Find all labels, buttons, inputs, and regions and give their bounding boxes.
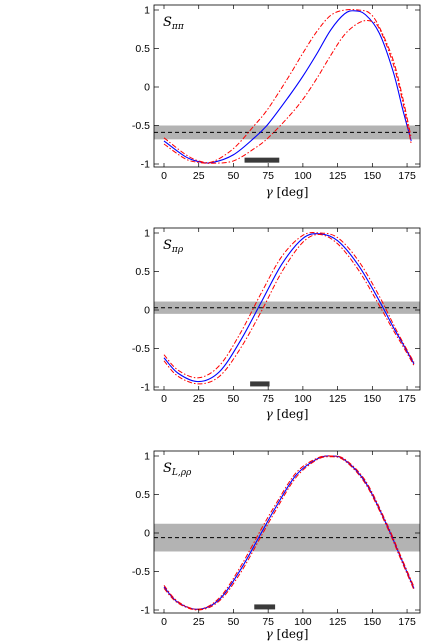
x-tick-label: 25 [193,616,205,628]
curve-lower [163,19,412,164]
y-tick-label: 0 [144,528,150,540]
x-tick-label: 50 [228,393,240,405]
x-axis-unit: [deg] [273,185,309,199]
curve-upper [163,8,412,164]
x-axis-variable: γ [266,627,274,641]
y-tick-label: 0 [144,305,150,317]
curve-lower [163,234,415,385]
x-tick-label: 75 [262,616,274,628]
x-tick-label: 100 [294,616,312,628]
x-axis-label: γ [deg] [266,627,309,641]
panel-label-main: S [163,461,172,476]
y-tick-label: 0 [144,82,150,94]
y-tick-label: 1 [144,228,150,240]
panel-label-sub: πρ [171,245,184,255]
curve-central [163,10,412,164]
x-tick-label: 0 [161,170,167,182]
panel-s-pipi: 0 25 50 75 100 125 150 175 1 0.5 0 -0.5 -1 Sππ γ [deg] [132,4,421,199]
panel-label: Sππ [163,15,185,32]
x-tick-label: 125 [329,393,347,405]
x-axis-variable: γ [266,407,274,421]
panel-label: Sπρ [163,238,184,255]
x-tick-label: 0 [161,393,167,405]
curve-lower [163,456,415,611]
plot-frame [153,4,421,168]
y-tick-label: -0.5 [132,566,150,578]
panel-s-l-rhorho: 0 25 50 75 100 125 150 175 1 0.5 0 -0.5 -1 SL,ρρ γ [de… [132,450,421,641]
y-tick-label: 0.5 [135,43,150,55]
panel-s-pirho: 0 25 50 75 100 125 150 175 1 0.5 0 -0.5 -1 Sπρ γ [deg] [132,227,421,421]
x-axis-unit: [deg] [273,627,309,641]
y-tick-label: -1 [141,159,150,171]
curves [163,455,415,611]
y-tick-label: -1 [141,605,150,617]
x-tick-label: 150 [364,170,382,182]
x-tick-label: 125 [329,616,347,628]
x-tick-label: 50 [228,170,240,182]
x-axis-unit: [deg] [273,407,309,421]
x-tick-label: 175 [398,616,416,628]
x-tick-label: 0 [161,616,167,628]
panel-label-sub: ππ [171,22,185,32]
y-tick-label: 0.5 [135,266,150,278]
x-tick-label: 125 [329,170,347,182]
y-tick-label: 1 [144,451,150,463]
gamma-range-bar [250,381,270,387]
curve-central [163,233,415,383]
panel-label: SL,ρρ [163,461,192,478]
x-tick-label: 50 [228,616,240,628]
curve-upper [163,455,415,610]
panel-label-sub: L,ρρ [171,468,192,478]
y-tick-label: -0.5 [132,120,150,132]
gamma-range-bar [244,157,280,163]
x-tick-label: 175 [398,170,416,182]
y-tick-label: 1 [144,5,150,17]
x-tick-label: 100 [294,393,312,405]
gamma-range-bar [254,604,276,610]
x-axis-label: γ [deg] [266,185,309,199]
x-tick-label: 175 [398,393,416,405]
x-tick-label: 75 [262,393,274,405]
x-tick-label: 150 [364,393,382,405]
y-tick-label: -1 [141,382,150,394]
x-tick-label: 75 [262,170,274,182]
plot-frame [153,227,421,391]
panel-label-main: S [163,15,172,30]
x-tick-label: 25 [193,170,205,182]
x-tick-label: 150 [364,616,382,628]
curve-upper [163,232,415,379]
y-tick-label: -0.5 [132,343,150,355]
x-tick-label: 100 [294,170,312,182]
x-axis-variable: γ [266,185,274,199]
panel-label-main: S [163,238,172,253]
curves [163,8,412,164]
curves [163,232,415,385]
x-axis-label: γ [deg] [266,407,309,421]
x-tick-label: 25 [193,393,205,405]
y-tick-label: 0.5 [135,489,150,501]
plot-frame [153,450,421,614]
